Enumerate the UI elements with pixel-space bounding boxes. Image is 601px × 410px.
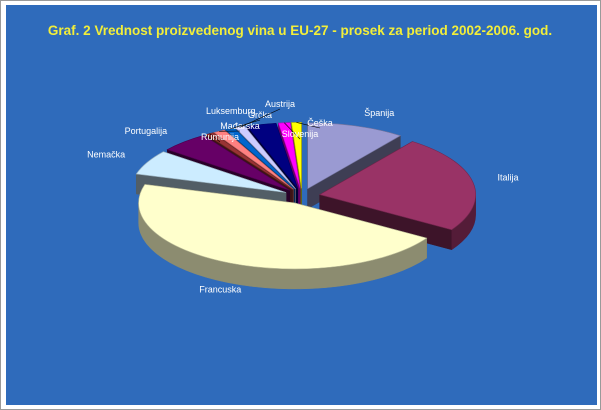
slice-label-austrija: Austrija <box>265 99 295 109</box>
pie-slice-francuska <box>138 184 428 290</box>
slice-label-luksemburg: Luksemburg <box>206 106 256 116</box>
slice-label-slovenija: Slovenija <box>282 129 319 139</box>
slice-label-spanija: Španija <box>364 108 394 118</box>
slice-label-portugalija: Portugalija <box>125 126 168 136</box>
slice-label-francuska: Francuska <box>199 285 241 295</box>
leader-line-rumunija <box>209 133 221 143</box>
slice-label-grcka: Grčka <box>248 110 272 120</box>
slice-label-rumunija: Rumunija <box>201 132 239 142</box>
slice-label-ceska: Češka <box>307 118 333 128</box>
leader-line-grcka <box>229 119 261 130</box>
slice-label-italija: Italija <box>498 172 519 182</box>
leader-line-austrija <box>240 108 281 128</box>
leader-line-ceska <box>296 122 321 129</box>
chart-title: Graf. 2 Vrednost proizvedenog vina u EU-… <box>47 23 553 38</box>
leader-line-slovenija <box>284 122 301 140</box>
slice-label-nemacka: Nemačka <box>87 149 125 159</box>
pie-slice-italija <box>318 141 476 251</box>
